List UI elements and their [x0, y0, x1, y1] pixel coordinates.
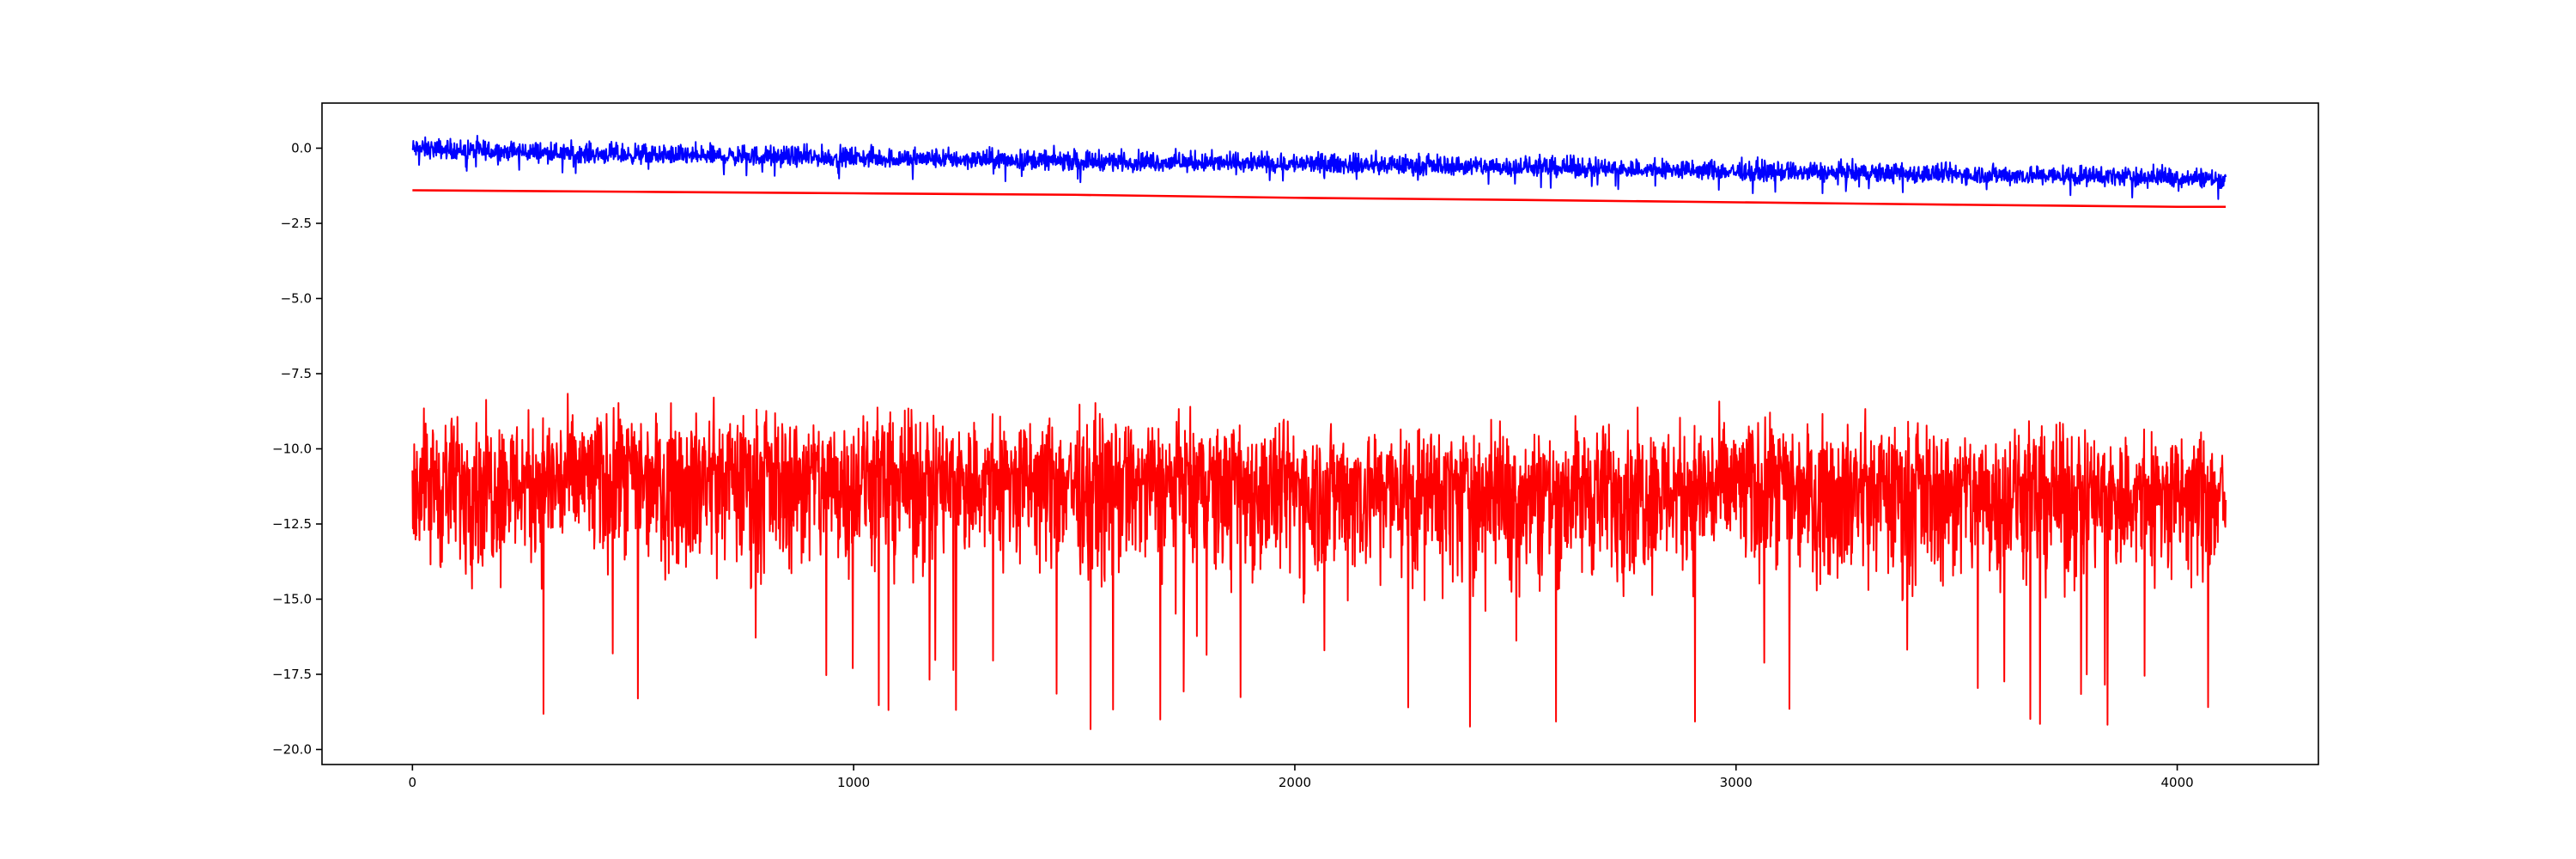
y-tick-label: −20.0: [272, 742, 312, 758]
y-tick-label: −15.0: [272, 592, 312, 607]
y-tick-label: −17.5: [272, 667, 312, 682]
y-tick-label: −5.0: [281, 291, 312, 307]
y-tick-label: −12.5: [272, 516, 312, 532]
y-tick-label: −10.0: [272, 442, 312, 457]
series-line-2: [412, 189, 2227, 209]
x-tick-label: 3000: [1720, 775, 1753, 790]
y-tick-label: −2.5: [281, 216, 312, 231]
series-line-1: [411, 134, 2227, 200]
plot-area: [411, 134, 2227, 730]
axes-frame: [321, 102, 2319, 765]
x-tick-label: 2000: [1279, 775, 1311, 790]
x-tick-label: 0: [409, 775, 417, 790]
y-tick-label: 0.0: [291, 141, 312, 156]
series-line-3: [411, 393, 2227, 730]
x-tick-label: 1000: [837, 775, 870, 790]
x-tick-label: 4000: [2160, 775, 2193, 790]
y-tick-label: −7.5: [281, 366, 312, 381]
axes: 0 1000 2000 3000 4000 0.0 −2.5 −5.0 −7.5 −10.0 −12…: [272, 141, 2194, 791]
